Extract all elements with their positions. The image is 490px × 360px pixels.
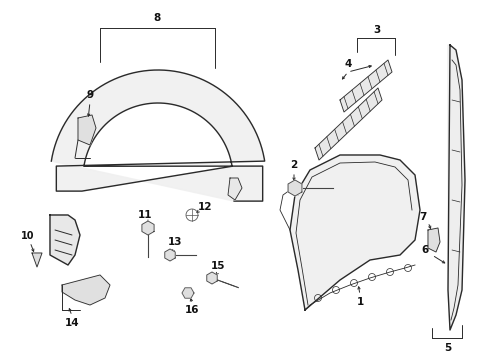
Text: 4: 4	[344, 59, 352, 69]
Polygon shape	[290, 155, 420, 310]
Text: 2: 2	[291, 160, 297, 170]
Polygon shape	[142, 221, 154, 235]
Polygon shape	[228, 178, 242, 200]
Text: 3: 3	[373, 25, 381, 35]
Text: 1: 1	[356, 297, 364, 307]
Polygon shape	[448, 45, 465, 330]
Text: 10: 10	[21, 231, 35, 241]
Text: 8: 8	[153, 13, 161, 23]
Polygon shape	[315, 88, 382, 160]
Text: 12: 12	[198, 202, 212, 212]
Polygon shape	[165, 249, 175, 261]
Polygon shape	[32, 253, 42, 267]
Text: 6: 6	[421, 245, 429, 255]
Polygon shape	[182, 288, 194, 298]
Text: 16: 16	[185, 305, 199, 315]
Polygon shape	[62, 275, 110, 305]
Polygon shape	[207, 272, 217, 284]
Polygon shape	[340, 60, 392, 112]
Text: 11: 11	[138, 210, 152, 220]
Polygon shape	[50, 215, 80, 265]
Polygon shape	[428, 228, 440, 252]
Polygon shape	[78, 115, 96, 145]
Text: 9: 9	[86, 90, 94, 100]
Polygon shape	[288, 180, 302, 196]
Text: 5: 5	[444, 343, 452, 353]
Text: 14: 14	[65, 318, 79, 328]
Polygon shape	[51, 70, 265, 201]
Text: 15: 15	[211, 261, 225, 271]
Text: 7: 7	[419, 212, 427, 222]
Text: 13: 13	[168, 237, 182, 247]
